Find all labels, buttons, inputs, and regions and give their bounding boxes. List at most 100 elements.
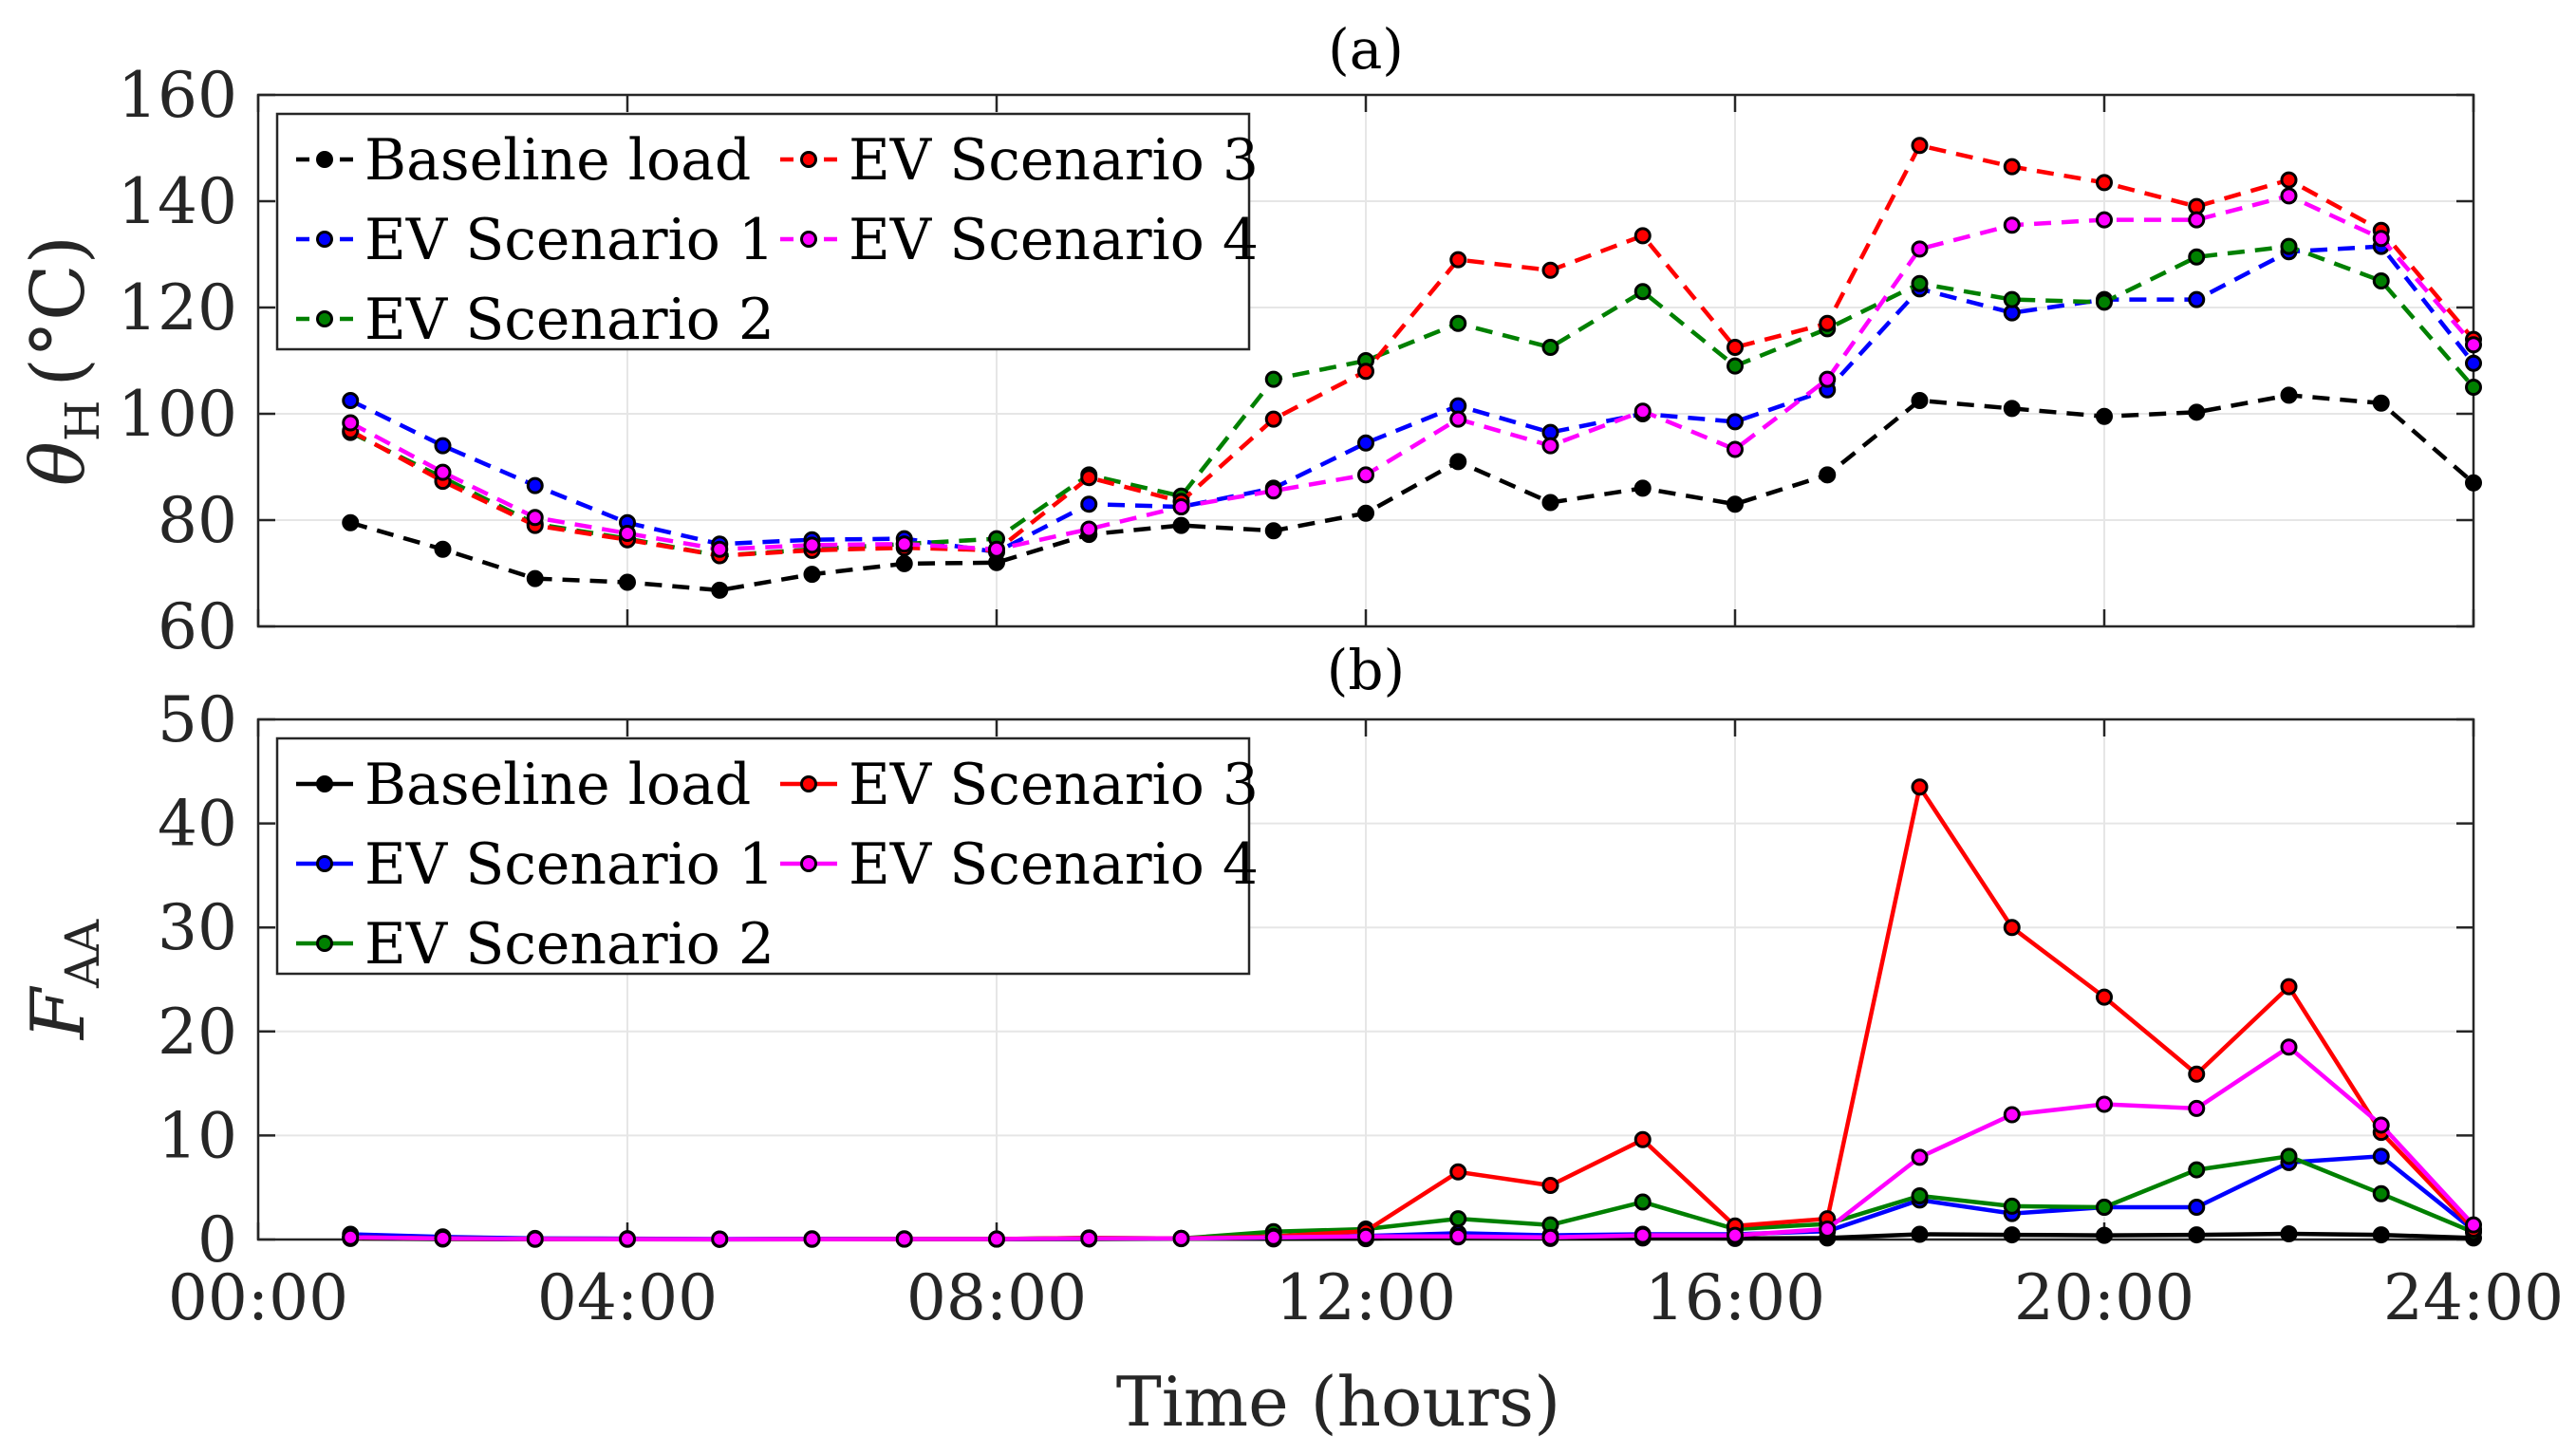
data-point [526,569,544,587]
y-axis-label-main: F [16,985,102,1041]
data-point [1911,1148,1929,1166]
data-point [434,437,452,455]
data-point [2465,336,2482,354]
x-tick-label: 00:00 [168,1261,348,1334]
data-point [2372,272,2390,289]
data-point [2280,171,2298,189]
legend-item: Baseline load [296,127,751,194]
legend-item: Baseline load [296,752,751,818]
data-point [2003,1106,2021,1124]
series-line [350,1044,2475,1241]
data-point [1357,434,1374,452]
data-point [1633,479,1652,497]
data-point [1449,1163,1467,1181]
y-tick-label: 160 [118,59,237,132]
legend-item: EV Scenario 3 [780,752,1259,818]
data-point [2188,1065,2206,1083]
data-point [1449,410,1467,428]
y-axis-label-subscript: AA [55,919,110,989]
data-point [434,463,452,481]
x-tick-label: 12:00 [1276,1261,1456,1334]
data-point [2188,1099,2206,1117]
data-point [1727,440,1744,458]
data-point [1449,251,1467,269]
legend-label: EV Scenario 1 [364,831,775,898]
data-point [895,535,913,553]
data-point [1264,1228,1282,1246]
data-point [342,513,360,531]
data-point [711,540,729,558]
legend-marker [316,775,333,792]
data-point [1911,137,1929,155]
data-point [1357,504,1374,522]
data-point [1541,494,1559,512]
series-line [349,244,2475,558]
data-point [1541,261,1559,279]
data-point [2188,211,2206,229]
data-point [2003,158,2021,176]
data-point [1080,1229,1098,1247]
legend-box [275,736,1251,976]
y-tick-label: 10 [158,1099,237,1172]
data-point [711,581,729,599]
data-point [2096,407,2113,425]
data-point [803,566,821,584]
data-point [803,1230,821,1248]
panel-title: (a) [1328,17,1404,82]
data-point [1264,482,1282,500]
x-tick-label: 08:00 [906,1261,1087,1334]
data-point [2372,230,2390,248]
legend-item: EV Scenario 2 [296,911,775,978]
data-point [1080,520,1098,538]
legend-label: EV Scenario 4 [849,831,1259,898]
data-point [1727,339,1744,356]
data-point [1172,1229,1190,1247]
data-point [342,414,360,432]
data-point [988,1230,1005,1248]
data-point [1080,469,1098,487]
y-tick-label: 40 [158,788,237,861]
data-point [1172,516,1190,534]
data-point [2096,174,2113,192]
x-tick-label: 16:00 [1645,1261,1825,1334]
data-point [711,1230,729,1248]
data-point [1449,453,1467,471]
data-point [1541,1228,1559,1246]
data-point [2003,1226,2021,1244]
panel-title: (b) [1327,638,1405,702]
data-point [1541,339,1559,356]
series-line [349,194,2475,552]
data-point [2003,919,2021,937]
legend-marker [316,310,333,327]
series-line [349,142,2475,558]
data-point [1633,227,1652,245]
data-point [1357,363,1374,381]
data-point [1819,1221,1837,1239]
legend-marker [316,151,333,168]
data-point [1264,370,1282,388]
data-point [1080,495,1098,513]
legend-marker [316,231,333,248]
data-point [1633,283,1652,301]
panel-a: 60 80 100 120 140 160 (a) θH (°C) Baseline load EV… [16,17,2482,663]
data-point [1911,1186,1929,1204]
data-point [342,1228,360,1246]
data-point [1911,778,1929,796]
data-point [1911,240,1929,258]
data-point [2188,403,2206,421]
legend-item: EV Scenario 3 [780,127,1259,194]
legend-label: EV Scenario 3 [849,127,1259,194]
data-point [2280,237,2298,255]
data-point [2465,474,2482,492]
shared-x-axis: Time (hours) 00:00 04:00 08:00 12:00 16:00 20… [168,1261,2564,1442]
legend-label: EV Scenario 2 [364,911,775,978]
data-point [2280,978,2298,996]
y-tick-label: 80 [158,484,237,557]
data-point [2003,216,2021,234]
data-point [1633,1226,1652,1244]
x-axis-label: Time (hours) [1116,1362,1560,1442]
legend-item: EV Scenario 1 [296,831,775,898]
data-point [1911,274,1929,292]
y-axis-label-subscript: H [55,400,110,441]
data-point [1819,466,1837,484]
